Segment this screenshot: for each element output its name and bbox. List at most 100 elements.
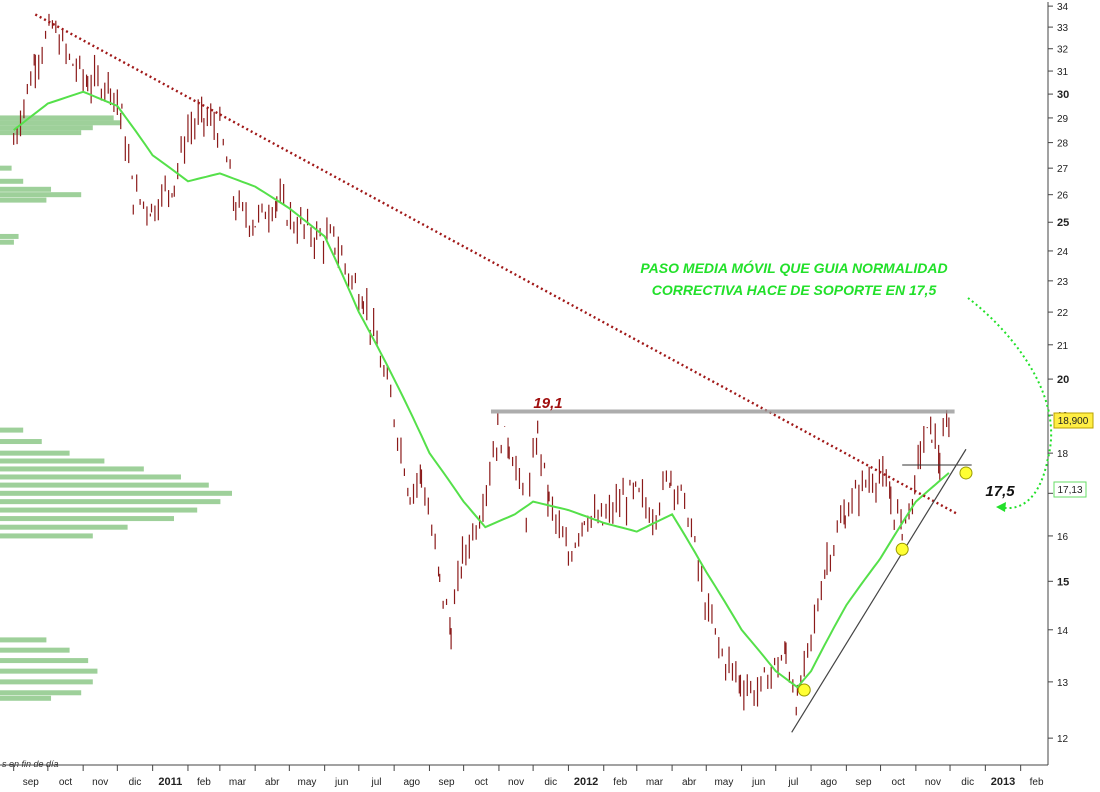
volume-bar	[0, 516, 174, 522]
price-candles	[13, 13, 950, 716]
x-tick-label: feb	[613, 777, 627, 788]
axes: 1213141516171819202122232425262728293031…	[0, 2, 1069, 788]
x-tick-label: nov	[925, 777, 941, 788]
volume-bar	[0, 474, 181, 480]
last-price-value: 18,900	[1058, 416, 1089, 427]
x-tick-label: sep	[855, 777, 872, 788]
volume-bar	[0, 450, 70, 456]
volume-bar	[0, 165, 12, 171]
volume-bar	[0, 637, 47, 643]
x-tick-label: oct	[475, 777, 489, 788]
volume-bar	[0, 695, 52, 701]
x-tick-label: jul	[370, 777, 381, 788]
volume-bar	[0, 115, 114, 121]
support-marker	[895, 542, 909, 556]
y-tick-label: 24	[1057, 247, 1069, 258]
y-tick-label: 12	[1057, 734, 1069, 745]
support-label: 17,5	[985, 483, 1015, 500]
volume-bar	[0, 192, 82, 198]
y-tick-label: 28	[1057, 139, 1069, 150]
x-tick-label: may	[714, 777, 733, 788]
volume-bar	[0, 668, 98, 674]
volume-bar	[0, 482, 209, 488]
x-tick-label: abr	[265, 777, 280, 788]
x-tick-label: nov	[508, 777, 524, 788]
y-tick-label: 23	[1057, 277, 1069, 288]
x-tick-label: 2011	[158, 776, 182, 788]
support-marker	[959, 466, 973, 480]
x-tick-label: 2012	[574, 776, 598, 788]
y-tick-label: 25	[1057, 217, 1069, 229]
support-marker	[797, 683, 811, 697]
y-tick-label: 15	[1057, 576, 1069, 588]
volume-bar	[0, 125, 93, 131]
volume-bar	[0, 239, 14, 245]
volume-bar	[0, 507, 198, 513]
annotations: PASO MEDIA MÓVIL QUE GUIA NORMALIDAD COR…	[2, 259, 1015, 769]
x-tick-label: oct	[892, 777, 906, 788]
axis-value-tags: 18,900 17,13	[1053, 412, 1094, 498]
y-tick-label: 33	[1057, 23, 1069, 34]
y-tick-label: 22	[1057, 308, 1069, 319]
support-markers	[797, 466, 973, 697]
x-tick-label: may	[298, 777, 317, 788]
volume-bar	[0, 197, 47, 203]
volume-bar	[0, 533, 93, 539]
x-tick-label: jul	[787, 777, 798, 788]
x-tick-label: jun	[751, 777, 765, 788]
y-tick-label: 31	[1057, 67, 1069, 78]
moving-average	[13, 90, 950, 689]
volume-bar	[0, 690, 82, 696]
resistance-label: 19,1	[533, 395, 562, 412]
x-tick-label: dic	[544, 777, 557, 788]
moving-average-line	[13, 90, 950, 689]
x-tick-label: sep	[438, 777, 455, 788]
last-price-tag	[1053, 412, 1094, 429]
y-tick-label: 13	[1057, 678, 1069, 689]
last-ma-value: 17,13	[1057, 485, 1082, 496]
y-tick-label: 29	[1057, 114, 1069, 125]
footer-label: s en fin de día	[2, 759, 59, 769]
uptrend-line	[791, 448, 967, 733]
x-tick-label: 2013	[991, 776, 1015, 788]
y-tick-label: 21	[1057, 341, 1069, 352]
volume-bar	[0, 439, 42, 445]
x-tick-label: dic	[129, 777, 142, 788]
y-tick-label: 14	[1057, 626, 1069, 637]
y-tick-label: 27	[1057, 164, 1069, 175]
x-tick-label: abr	[682, 777, 697, 788]
x-tick-label: oct	[59, 777, 73, 788]
x-tick-label: feb	[1030, 777, 1044, 788]
y-tick-label: 20	[1057, 374, 1069, 386]
annotation-arrow	[967, 297, 1053, 512]
x-tick-label: ago	[403, 777, 420, 788]
volume-bar	[0, 647, 70, 653]
x-tick-label: mar	[229, 777, 247, 788]
volume-bar	[0, 120, 121, 126]
last-ma-tag	[1053, 481, 1087, 498]
volume-bar	[0, 130, 82, 136]
volume-bar	[0, 458, 105, 464]
y-tick-label: 18	[1057, 449, 1069, 460]
y-tick-label: 30	[1057, 89, 1069, 101]
annotation-arrowhead	[996, 502, 1006, 512]
volume-bar	[0, 427, 24, 433]
volume-bar	[0, 499, 221, 505]
x-tick-label: sep	[23, 777, 40, 788]
annotation-line-2: CORRECTIVA HACE DE SOPORTE EN 17,5	[652, 282, 937, 298]
volume-bar	[0, 490, 232, 496]
volume-bar	[0, 178, 24, 184]
y-tick-label: 34	[1057, 2, 1069, 13]
annotation-arrow-path	[967, 297, 1053, 509]
x-tick-label: ago	[820, 777, 837, 788]
x-tick-label: feb	[197, 777, 211, 788]
volume-bar	[0, 679, 93, 685]
volume-bar	[0, 524, 128, 530]
volume-bar	[0, 658, 89, 664]
volume-bar	[0, 233, 19, 239]
x-tick-label: nov	[92, 777, 108, 788]
x-tick-label: mar	[646, 777, 664, 788]
y-tick-label: 16	[1057, 532, 1069, 543]
annotation-line-1: PASO MEDIA MÓVIL QUE GUIA NORMALIDAD	[640, 259, 947, 276]
